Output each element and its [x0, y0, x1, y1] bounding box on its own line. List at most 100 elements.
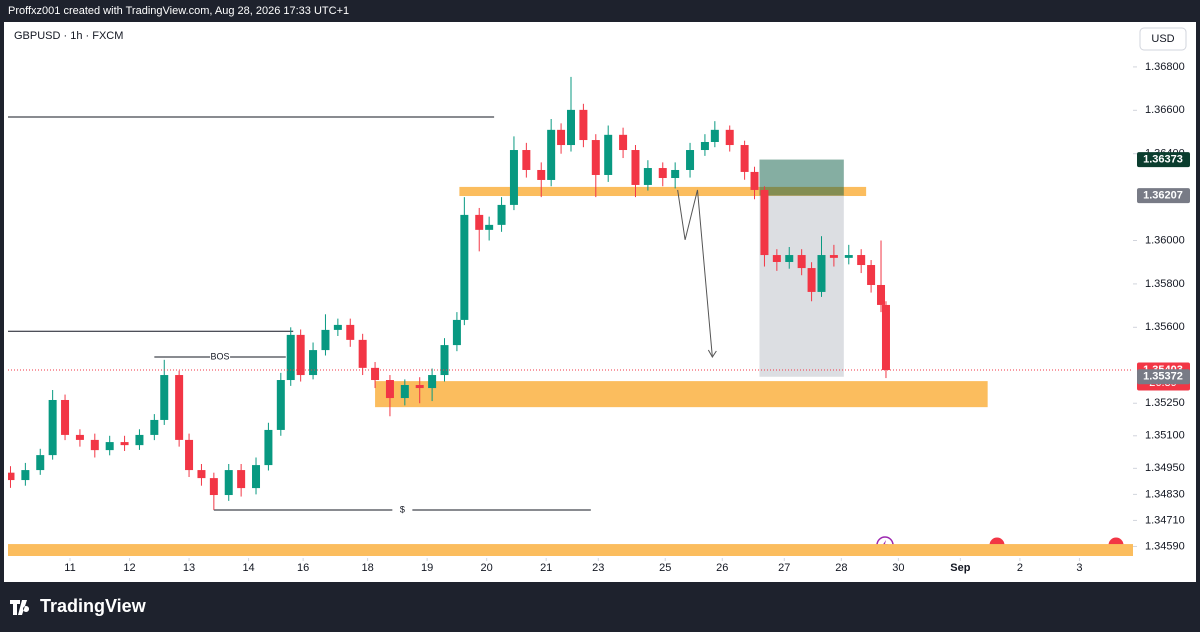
candle-body: [522, 150, 531, 170]
candle-body: [321, 329, 330, 351]
y-tick-label: 1.36800: [1145, 61, 1185, 73]
candle-body: [797, 255, 806, 269]
candle-body: [485, 224, 494, 230]
logo-icon: [10, 600, 30, 615]
candle-body: [817, 255, 826, 292]
arrow-head: [707, 349, 717, 358]
symbol: GBPUSD · 1h · FXCM: [14, 30, 123, 42]
candle-body: [566, 109, 575, 146]
x-tick-label: 16: [297, 562, 309, 574]
candle-body: [160, 375, 169, 420]
x-tick-label: 18: [361, 562, 373, 574]
candle-body: [8, 472, 15, 481]
candle-body: [497, 204, 506, 225]
label-gap: [392, 503, 413, 516]
candle-body: [309, 350, 318, 376]
candle-body: [509, 150, 518, 205]
candle-body: [604, 134, 613, 175]
position-profit: [759, 159, 844, 196]
candle-body: [237, 470, 246, 489]
candle-body: [867, 265, 876, 285]
candle-body: [36, 455, 45, 471]
candle-body: [579, 109, 588, 141]
zone: [8, 544, 1133, 556]
top-bar: [0, 0, 1200, 22]
label-gap: [210, 351, 231, 364]
candle-body: [276, 380, 285, 430]
x-tick-label: 3: [1076, 562, 1082, 574]
currency-box[interactable]: [1139, 27, 1187, 51]
candle-body: [400, 385, 409, 399]
candle-body: [150, 419, 159, 435]
candle-body: [740, 145, 749, 172]
zone: [459, 186, 867, 197]
candle-body: [333, 324, 342, 330]
candle-body: [750, 171, 759, 190]
y-tick-label: 1.35250: [1145, 397, 1185, 409]
x-tick-label: Sep: [950, 562, 970, 574]
candle-body: [209, 478, 218, 496]
y-tick-label: 1.34830: [1145, 488, 1185, 500]
candle-body: [844, 255, 853, 258]
candle-body: [385, 380, 394, 399]
x-tick-label: 26: [716, 562, 728, 574]
candle-body: [829, 255, 838, 258]
candle-body: [185, 439, 194, 471]
candle-body: [619, 134, 628, 151]
candle-body: [557, 129, 566, 146]
candle-body: [346, 324, 355, 340]
y-tick-label: 1.36600: [1145, 104, 1185, 116]
x-tick-label: 23: [592, 562, 604, 574]
level-label: BOS: [211, 351, 230, 361]
x-tick-label: 13: [183, 562, 195, 574]
price-label: 1.36373: [1143, 153, 1183, 165]
candle-body: [415, 385, 424, 389]
candle-body: [175, 375, 184, 440]
price-label: 1.36207: [1143, 189, 1183, 201]
candle-body: [286, 334, 295, 381]
candle-body: [710, 129, 719, 142]
candle-body: [547, 129, 556, 180]
price-label-bg: [1137, 152, 1190, 168]
candle-body: [760, 189, 769, 256]
candle-body: [725, 129, 734, 146]
y-tick-label: 1.35800: [1145, 278, 1185, 290]
candle-body: [90, 439, 99, 451]
candle-body: [700, 141, 709, 151]
y-tick-label: 1.36000: [1145, 234, 1185, 246]
price-label: 1.35372: [1143, 371, 1183, 383]
x-tick-label: 21: [540, 562, 552, 574]
y-tick-label: 1.34590: [1145, 540, 1185, 552]
y-tick-label: 1.35100: [1145, 430, 1185, 442]
x-tick-label: 27: [778, 562, 790, 574]
x-tick-label: 19: [421, 562, 433, 574]
x-tick-label: 12: [123, 562, 135, 574]
header-text: Proffxz001 created with TradingView.com,…: [8, 5, 349, 17]
candle-body: [475, 214, 484, 230]
candle-body: [296, 334, 305, 376]
candle-body: [105, 442, 114, 451]
candle-body: [135, 434, 144, 446]
candle-body: [658, 168, 667, 179]
candle-body: [371, 367, 380, 381]
candle-body: [21, 470, 30, 481]
candle-body: [61, 399, 70, 435]
price-label-bg: [1137, 188, 1190, 204]
candle-body: [358, 339, 367, 368]
y-tick-label: 1.35600: [1145, 321, 1185, 333]
arrow: [677, 189, 713, 358]
footer: [0, 582, 1200, 632]
candle-body: [877, 284, 886, 305]
x-tick-label: 25: [659, 562, 671, 574]
x-tick-label: 11: [64, 562, 75, 574]
x-tick-label: 14: [242, 562, 254, 574]
plot-area: BOS $: [8, 76, 1133, 556]
candle-body: [643, 168, 652, 185]
candle-body: [197, 470, 206, 479]
position-loss: [759, 195, 844, 377]
candle-body: [807, 268, 816, 292]
candle-body: [671, 169, 680, 179]
candle-body: [440, 345, 449, 376]
